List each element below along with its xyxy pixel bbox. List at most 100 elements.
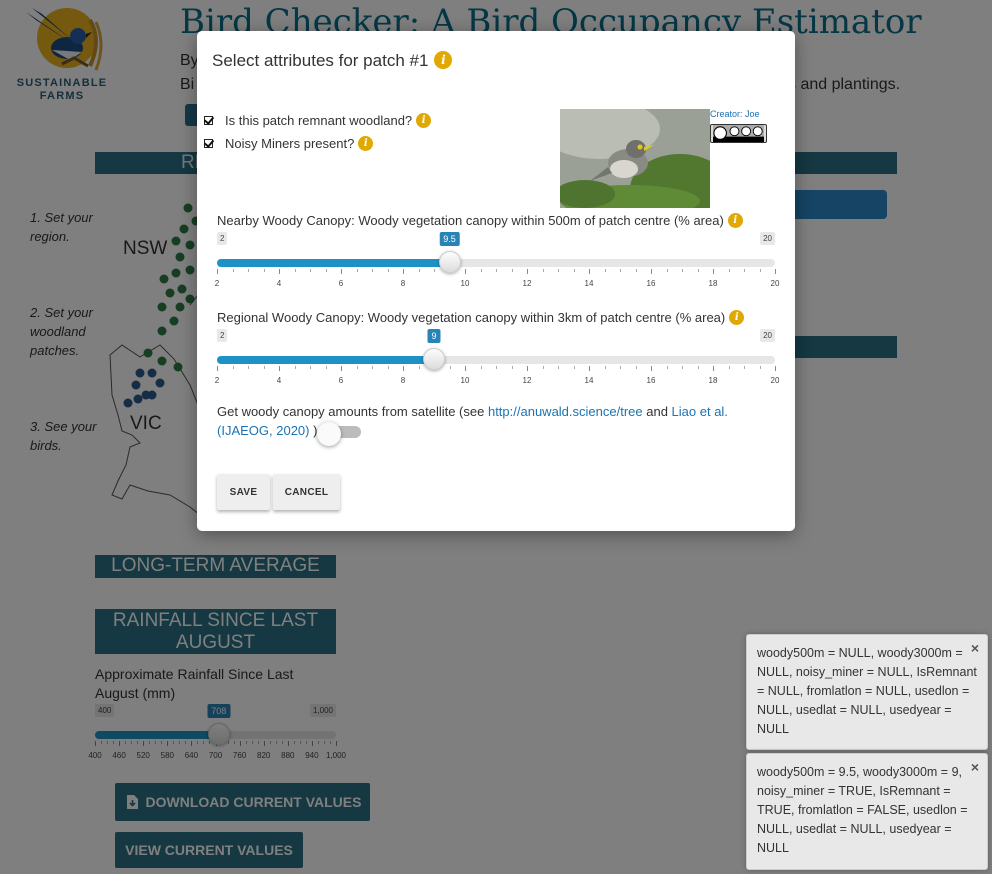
- satellite-text-and: and: [642, 404, 672, 419]
- slider-minor-tick: [620, 366, 621, 369]
- slider-tick-label: 8: [400, 376, 406, 385]
- slider-min-label: 2: [217, 232, 228, 245]
- save-button[interactable]: SAVE: [217, 474, 270, 510]
- slider-tick-label: 10: [460, 376, 470, 385]
- info-icon[interactable]: i: [434, 51, 453, 69]
- remnant-checkbox-label: Is this patch remnant woodland?: [225, 113, 413, 128]
- liao-link[interactable]: Liao et al. (IJAEOG, 2020): [217, 404, 728, 438]
- slider-minor-tick: [387, 366, 389, 369]
- slider-minor-tick: [728, 366, 730, 369]
- anuwald-link[interactable]: http://anuwald.science/tree: [487, 404, 643, 419]
- patch-attributes-modal: Select attributes for patch #1 i Is this …: [197, 31, 795, 531]
- slider-minor-tick: [449, 366, 451, 369]
- close-icon[interactable]: ×: [970, 640, 979, 656]
- slider-tick: [403, 366, 404, 371]
- slider-tick: [341, 366, 342, 371]
- satellite-text-after: ): [309, 423, 318, 438]
- slider-minor-tick: [573, 269, 575, 272]
- slider-fill: [217, 356, 434, 364]
- nearby-canopy-label-text: Nearby Woody Canopy: Woody vegetation ca…: [217, 213, 724, 228]
- slider-tick: [217, 366, 218, 371]
- satellite-toggle[interactable]: [317, 422, 363, 446]
- slider-minor-tick: [263, 366, 265, 369]
- slider-tick: [589, 269, 590, 274]
- slider-minor-tick: [666, 269, 668, 272]
- cancel-button[interactable]: CANCEL: [273, 474, 340, 510]
- toggle-knob[interactable]: [317, 422, 341, 446]
- slider-minor-tick: [480, 366, 482, 369]
- slider-max-label: 20: [760, 329, 775, 342]
- slider-minor-tick: [232, 366, 234, 369]
- slider-tick-label: 12: [522, 376, 532, 385]
- slider-minor-tick: [573, 366, 575, 369]
- slider-minor-tick: [325, 269, 327, 272]
- slider-minor-tick: [682, 366, 683, 369]
- regional-canopy-slider[interactable]: 2 20 9 2 4 6 8 10 12 14 16 18 20: [214, 329, 779, 387]
- info-icon[interactable]: i: [358, 136, 374, 151]
- slider-tick-label: 12: [522, 279, 532, 288]
- notification-text: woody500m = 9.5, woody3000m = 9, noisy_m…: [757, 765, 968, 855]
- slider-tick-label: 2: [214, 376, 220, 385]
- noisy-miners-checkbox-row[interactable]: Noisy Miners present? i: [204, 136, 374, 151]
- cancel-button-label: CANCEL: [284, 486, 329, 498]
- slider-handle[interactable]: [423, 348, 445, 370]
- noisy-miner-photo: [560, 109, 710, 208]
- slider-tick-label: 10: [460, 279, 470, 288]
- modal-title: Select attributes for patch #1 i: [212, 51, 453, 71]
- slider-minor-tick: [248, 269, 249, 272]
- close-icon[interactable]: ×: [970, 759, 979, 775]
- slider-minor-tick: [682, 269, 683, 272]
- slider-minor-tick: [635, 366, 637, 369]
- slider-tick-label: 2: [214, 279, 220, 288]
- slider-minor-tick: [480, 269, 482, 272]
- nearby-canopy-slider[interactable]: 2 20 9.5 2 4 6 8 10 12 14 16 18 20: [214, 232, 779, 290]
- notification-2: × woody500m = 9.5, woody3000m = 9, noisy…: [746, 753, 988, 870]
- slider-track[interactable]: [217, 356, 775, 364]
- photo-creator-link[interactable]: Creator: Joe: [710, 109, 760, 119]
- slider-minor-tick: [310, 366, 311, 369]
- slider-minor-tick: [387, 269, 389, 272]
- slider-ticks: 2 4 6 8 10 12 14 16 18 20: [214, 366, 779, 386]
- slider-minor-tick: [620, 269, 621, 272]
- slider-tick: [465, 366, 466, 371]
- slider-minor-tick: [604, 269, 606, 272]
- slider-minor-tick: [697, 366, 699, 369]
- slider-minor-tick: [263, 269, 265, 272]
- slider-minor-tick: [604, 366, 606, 369]
- slider-minor-tick: [558, 366, 559, 369]
- remnant-checkbox[interactable]: [204, 116, 213, 125]
- slider-fill: [217, 259, 450, 267]
- slider-minor-tick: [434, 269, 435, 272]
- regional-canopy-label: Regional Woody Canopy: Woody vegetation …: [217, 310, 745, 325]
- info-icon[interactable]: i: [416, 113, 432, 128]
- slider-minor-tick: [511, 366, 513, 369]
- noisy-miners-checkbox-label: Noisy Miners present?: [225, 136, 355, 151]
- slider-minor-tick: [496, 366, 497, 369]
- info-icon[interactable]: i: [729, 310, 745, 325]
- slider-tick: [775, 366, 776, 371]
- slider-tick-label: 6: [338, 279, 344, 288]
- modal-title-text: Select attributes for patch #1: [212, 51, 429, 70]
- remnant-checkbox-row[interactable]: Is this patch remnant woodland? i: [204, 113, 432, 128]
- slider-minor-tick: [356, 269, 358, 272]
- save-button-label: SAVE: [229, 486, 258, 498]
- slider-minor-tick: [542, 269, 544, 272]
- slider-handle[interactable]: [438, 251, 461, 273]
- slider-tick-label: 4: [276, 376, 282, 385]
- slider-minor-tick: [310, 269, 311, 272]
- slider-minor-tick: [697, 269, 699, 272]
- slider-tick: [713, 269, 714, 274]
- info-icon[interactable]: i: [727, 213, 743, 228]
- slider-minor-tick: [294, 269, 296, 272]
- slider-tick: [527, 366, 528, 371]
- slider-track[interactable]: [217, 259, 775, 267]
- slider-value-label: 9.5: [439, 232, 460, 246]
- slider-minor-tick: [496, 269, 497, 272]
- regional-canopy-label-text: Regional Woody Canopy: Woody vegetation …: [217, 310, 726, 325]
- slider-tick-label: 18: [708, 279, 718, 288]
- slider-minor-tick: [558, 269, 559, 272]
- slider-value-label: 9: [427, 329, 441, 343]
- slider-minor-tick: [744, 269, 745, 272]
- creative-commons-badge[interactable]: [710, 124, 767, 143]
- noisy-miners-checkbox[interactable]: [204, 139, 213, 148]
